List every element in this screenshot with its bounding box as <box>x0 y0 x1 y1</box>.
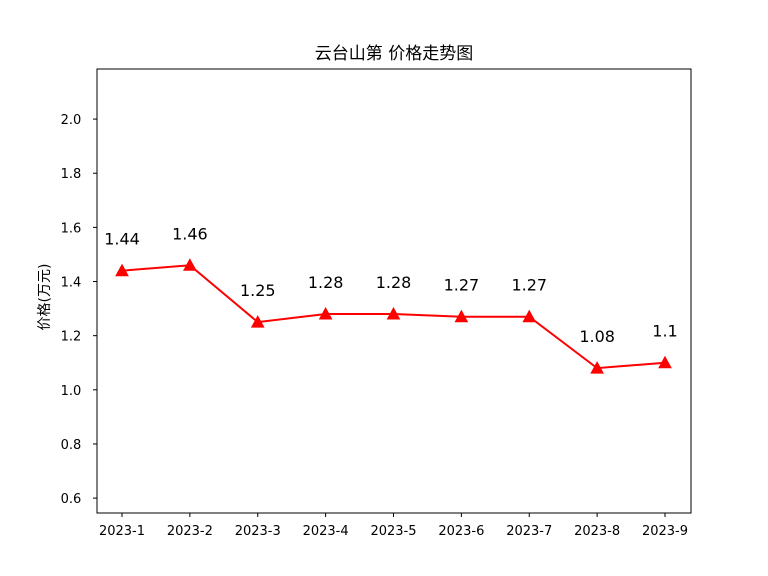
y-tick-label: 1.2 <box>61 330 82 345</box>
x-tick-label: 2023-6 <box>438 524 484 539</box>
y-tick-label: 0.6 <box>61 492 82 507</box>
y-tick-label: 1.4 <box>61 276 82 291</box>
plot-frame <box>96 68 692 514</box>
data-label: 1.08 <box>579 327 615 346</box>
y-tick-label: 1.8 <box>61 167 82 182</box>
x-tick-label: 2023-8 <box>574 524 620 539</box>
data-label: 1.25 <box>240 281 276 300</box>
data-label: 1.44 <box>104 230 140 249</box>
data-label: 1.28 <box>308 273 344 292</box>
data-point-marker <box>522 309 537 323</box>
data-label: 1.46 <box>172 224 208 243</box>
data-point-marker <box>386 306 401 320</box>
x-tick-label: 2023-4 <box>303 524 349 539</box>
data-point-marker <box>318 306 333 320</box>
data-point-marker <box>590 361 604 374</box>
x-tick-label: 2023-5 <box>370 524 416 539</box>
y-tick-label: 2.0 <box>61 113 82 128</box>
data-point-marker <box>183 258 197 271</box>
data-point-marker <box>454 309 469 323</box>
data-label: 1.27 <box>444 276 480 295</box>
y-tick-label: 1.6 <box>61 221 82 236</box>
chart-title: 云台山第 价格走势图 <box>315 44 473 64</box>
data-labels: 1.44 1.46 1.25 1.28 1.28 1.27 1.27 1.08 1.1 <box>104 224 678 346</box>
series-layer <box>115 258 672 374</box>
data-point-marker <box>658 355 672 369</box>
data-label: 1.27 <box>511 276 547 295</box>
data-point-marker <box>115 263 129 277</box>
y-axis: 0.6 0.8 1.0 1.2 1.4 1.6 1.8 2.0 <box>61 113 97 507</box>
y-tick-label: 1.0 <box>61 384 82 399</box>
y-tick-label: 0.8 <box>61 438 82 453</box>
x-tick-label: 2023-9 <box>642 524 688 539</box>
x-tick-label: 2023-1 <box>99 524 145 539</box>
data-point-marker <box>250 315 265 328</box>
x-tick-label: 2023-3 <box>235 524 281 539</box>
data-label: 1.1 <box>652 322 677 341</box>
x-tick-label: 2023-2 <box>167 524 213 539</box>
x-axis: 2023-1 2023-2 2023-3 2023-4 2023-5 2023-6 2023… <box>99 513 688 539</box>
x-tick-label: 2023-7 <box>506 524 552 539</box>
y-axis-label: 价格(万元) <box>37 264 53 331</box>
data-label: 1.28 <box>376 273 412 292</box>
